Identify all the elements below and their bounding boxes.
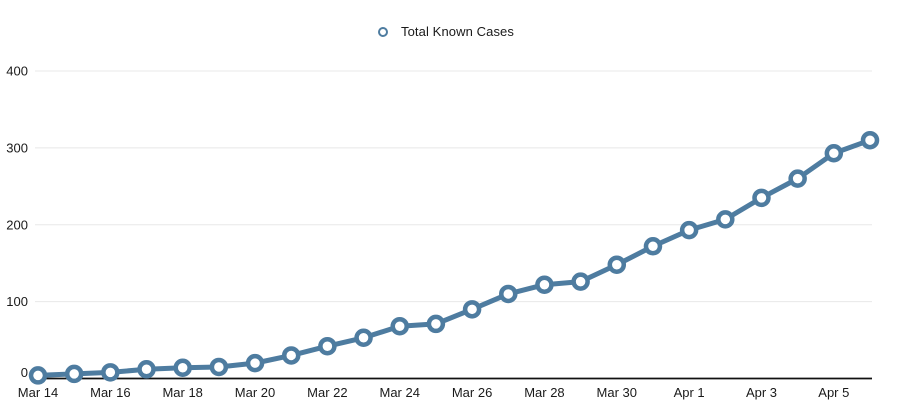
x-axis-label: Apr 5: [818, 385, 849, 400]
data-point-Apr 3[interactable]: [752, 188, 771, 208]
x-axis-label: Mar 14: [18, 385, 58, 400]
data-point-Mar 19[interactable]: [209, 357, 229, 377]
x-axis-label: Mar 22: [307, 385, 347, 400]
data-point-Mar 21[interactable]: [281, 346, 301, 365]
x-axis-label: Mar 20: [235, 385, 275, 400]
y-axis-label: 0: [21, 365, 28, 380]
data-point-Apr 5[interactable]: [824, 144, 844, 163]
x-axis-label: Mar 28: [524, 385, 564, 400]
x-axis-label: Apr 3: [746, 385, 777, 400]
data-point-Apr 1[interactable]: [679, 220, 699, 240]
chart-legend[interactable]: Total Known Cases: [0, 24, 910, 39]
y-axis-label: 300: [6, 140, 28, 155]
data-point-Mar 28[interactable]: [535, 275, 554, 294]
x-axis-label: Mar 24: [380, 385, 420, 400]
data-point-Mar 24[interactable]: [390, 316, 409, 336]
data-point-Mar 17[interactable]: [137, 360, 156, 379]
data-point-Mar 20[interactable]: [245, 353, 265, 373]
data-point-Apr 4[interactable]: [788, 169, 807, 188]
x-axis-label: Mar 16: [90, 385, 130, 400]
data-point-Mar 27[interactable]: [499, 284, 518, 304]
data-point-Apr 2[interactable]: [716, 210, 735, 229]
data-point-Mar 29[interactable]: [571, 272, 590, 291]
data-point-Mar 22[interactable]: [318, 336, 337, 356]
data-point-Mar 30[interactable]: [607, 255, 627, 274]
y-axis-label: 200: [6, 217, 28, 232]
legend-label: Total Known Cases: [401, 24, 514, 39]
x-axis-label: Mar 26: [452, 385, 492, 400]
x-axis-label: Apr 1: [674, 385, 705, 400]
data-point-Apr 6[interactable]: [860, 130, 880, 150]
data-point-Mar 26[interactable]: [462, 300, 482, 319]
y-axis-label: 100: [6, 294, 28, 309]
data-point-Mar 15[interactable]: [64, 364, 84, 384]
data-point-Mar 14[interactable]: [28, 366, 48, 385]
open-circle-icon: [378, 26, 388, 37]
x-axis-label: Mar 18: [162, 385, 202, 400]
data-point-Mar 18[interactable]: [173, 358, 192, 377]
y-axis-label: 400: [6, 64, 28, 79]
series-line: [35, 137, 873, 378]
data-point-Mar 25[interactable]: [426, 314, 446, 334]
data-point-Mar 23[interactable]: [354, 328, 373, 348]
x-axis-label: Mar 30: [597, 385, 637, 400]
data-point-Mar 16[interactable]: [101, 363, 120, 382]
data-point-Mar 31[interactable]: [643, 237, 663, 256]
